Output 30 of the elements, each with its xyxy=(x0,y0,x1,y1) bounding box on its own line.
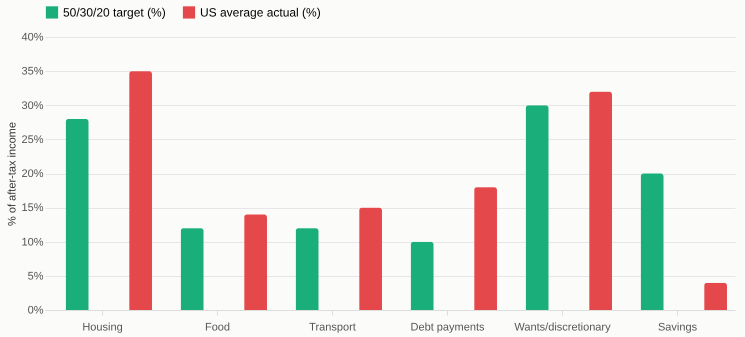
y-tick-label: 40% xyxy=(21,32,44,44)
bar xyxy=(410,242,434,310)
x-tick-label: Savings xyxy=(658,322,698,334)
bar xyxy=(296,228,319,310)
bar xyxy=(640,174,664,310)
bar xyxy=(180,228,204,310)
legend-label: 50/30/20 target (%) xyxy=(63,5,166,20)
x-tick-label: Debt payments xyxy=(410,322,485,334)
bar xyxy=(474,187,497,310)
x-tick-label: Housing xyxy=(82,322,123,334)
bar xyxy=(704,282,727,310)
y-tick-label: 0% xyxy=(28,304,44,316)
y-tick-label: 5% xyxy=(28,270,44,282)
x-tick-label: Food xyxy=(204,322,230,334)
x-tick-label: Transport xyxy=(309,322,356,334)
bar xyxy=(66,118,89,310)
y-tick-label: 30% xyxy=(21,100,44,112)
bar xyxy=(129,71,152,310)
legend-label: US average actual (%) xyxy=(200,5,321,20)
y-axis-title: % of after-tax income xyxy=(6,122,18,226)
y-tick-label: 20% xyxy=(21,168,44,180)
y-tick-label: 10% xyxy=(21,236,44,248)
bar xyxy=(359,208,382,310)
x-tick-label: Wants/discretionary xyxy=(514,322,612,334)
y-tick-label: 35% xyxy=(21,66,44,78)
y-tick-label: 15% xyxy=(21,202,44,214)
y-tick-label: 25% xyxy=(21,134,44,146)
bar xyxy=(526,105,549,310)
bar xyxy=(589,92,612,310)
bar xyxy=(244,214,267,310)
